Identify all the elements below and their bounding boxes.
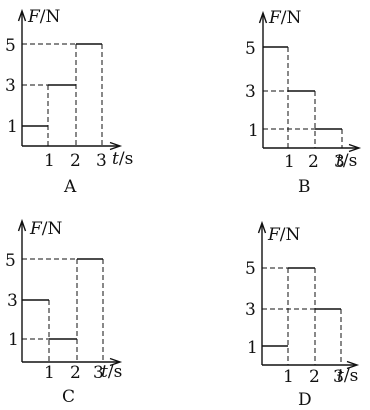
graph-d-x-arrow — [346, 360, 360, 370]
graph-a-y-tick-1: 1 — [7, 117, 18, 137]
graph-d: F/N t/s 5 3 1 1 2 3 D — [245, 220, 360, 410]
graph-c-y-tick-1: 1 — [8, 330, 19, 350]
graph-c-y-tick-3: 3 — [7, 291, 18, 311]
graph-d-x-tick-2: 2 — [309, 367, 320, 387]
graph-b-y-tick-3: 3 — [245, 82, 256, 102]
graph-b-x-tick-3: 3 — [334, 152, 345, 172]
graph-b-y-arrow — [258, 10, 268, 24]
graph-a-y-tick-3: 3 — [5, 76, 16, 96]
graph-b-x-tick-2: 2 — [308, 152, 319, 172]
graph-a-x-arrow — [109, 141, 123, 151]
graph-d-y-tick-1: 1 — [247, 338, 258, 358]
graph-d-caption: D — [298, 390, 312, 410]
graph-b-x-axis-label: t/s — [336, 151, 357, 171]
graph-a-y-arrow — [17, 8, 27, 22]
graph-c-y-axis-label: F/N — [29, 219, 63, 239]
graph-c-x-arrow — [109, 357, 123, 367]
graph-c-x-tick-2: 2 — [70, 363, 81, 383]
graph-d-y-tick-5: 5 — [245, 259, 256, 279]
graph-b-x-tick-1: 1 — [284, 152, 295, 172]
graph-b-x-arrow — [348, 143, 362, 153]
graph-c-x-axis-label: t/s — [101, 362, 122, 382]
graph-d-y-axis-label: F/N — [267, 225, 301, 245]
graph-a-caption: A — [63, 177, 77, 197]
graph-a-x-axis-label: t/s — [112, 149, 133, 169]
graph-c-x-tick-1: 1 — [44, 363, 55, 383]
graph-c-y-arrow — [17, 218, 27, 232]
graph-b-caption: B — [298, 177, 311, 197]
graph-d-x-tick-1: 1 — [283, 367, 294, 387]
graph-a-y-axis-label: F/N — [27, 7, 61, 27]
graph-b: F/N t/s 5 3 1 1 2 3 B — [245, 8, 362, 197]
graph-a-x-tick-3: 3 — [96, 151, 107, 171]
graph-b-y-tick-5: 5 — [245, 39, 256, 59]
graph-b-y-tick-1: 1 — [248, 121, 259, 141]
graph-c-caption: C — [62, 387, 75, 407]
graph-c-y-tick-5: 5 — [5, 251, 16, 271]
graph-a-x-tick-1: 1 — [44, 151, 55, 171]
graph-d-y-arrow — [257, 220, 267, 234]
graph-c-x-tick-3: 3 — [93, 363, 104, 383]
graph-a-y-tick-5: 5 — [5, 36, 16, 56]
graph-d-y-tick-3: 3 — [245, 300, 256, 320]
graph-d-x-tick-3: 3 — [333, 367, 344, 387]
graph-c: F/N t/s 5 3 1 1 2 3 C — [5, 218, 123, 407]
graph-d-x-axis-label: t/s — [337, 366, 358, 386]
graph-a-x-tick-2: 2 — [70, 151, 81, 171]
graph-a: F/N t/s 5 3 1 1 2 3 A — [5, 7, 133, 197]
graph-b-y-axis-label: F/N — [268, 8, 302, 28]
